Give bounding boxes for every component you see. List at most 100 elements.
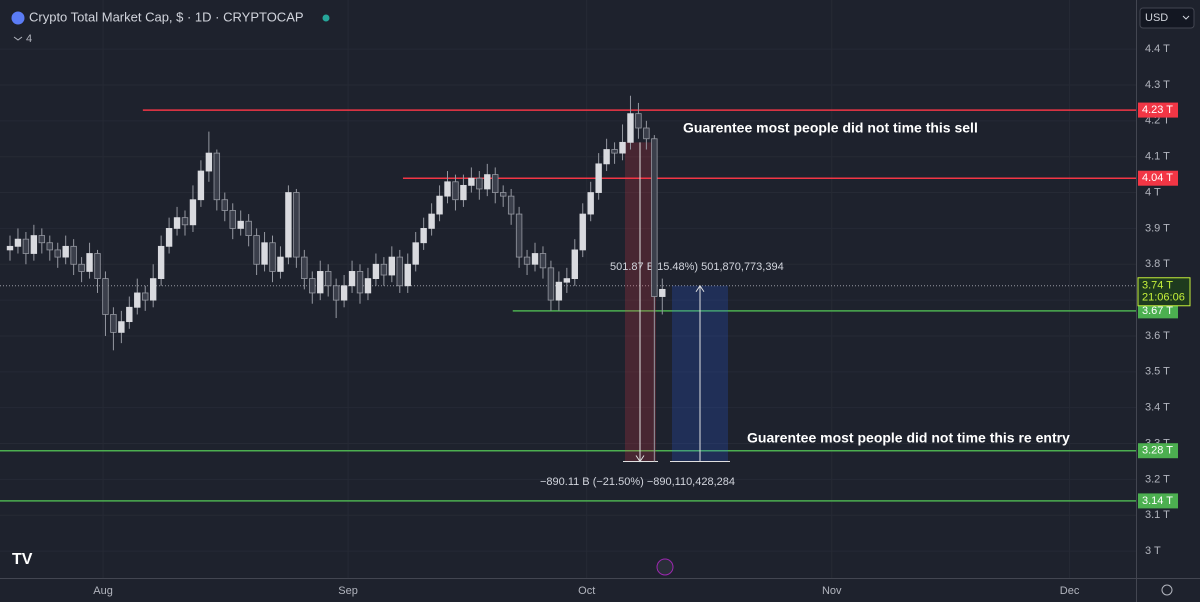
candle-body bbox=[468, 177, 475, 186]
measure-label: 501.87 B 15.48%) 501,870,773,394 bbox=[610, 261, 784, 273]
level-tag bbox=[1138, 102, 1178, 118]
levels bbox=[0, 109, 1136, 502]
candle-body bbox=[484, 174, 491, 190]
candle-body bbox=[579, 213, 586, 251]
indicator-count[interactable]: 4 bbox=[26, 33, 32, 45]
settings-icon[interactable] bbox=[1161, 584, 1173, 596]
candle-body bbox=[388, 256, 396, 276]
y-tick-label: 3.1 T bbox=[1145, 509, 1170, 521]
candle-body bbox=[547, 267, 555, 301]
candle-body bbox=[611, 149, 618, 154]
y-tick-label: 4.1 T bbox=[1145, 151, 1170, 163]
candle-body bbox=[237, 220, 244, 229]
candle-body bbox=[396, 256, 403, 287]
candle-body bbox=[404, 263, 411, 287]
candle-body bbox=[659, 288, 666, 297]
currency-label: USD bbox=[1145, 12, 1168, 24]
candle-body bbox=[340, 285, 348, 301]
candle-body bbox=[126, 306, 133, 323]
y-tick-label: 4.2 T bbox=[1145, 115, 1170, 127]
candle-body bbox=[563, 278, 571, 283]
x-tick-label: Nov bbox=[822, 585, 842, 597]
candle-body bbox=[38, 235, 46, 244]
candle-body bbox=[189, 199, 197, 226]
tv-logo: TV bbox=[12, 551, 33, 568]
candle-body bbox=[571, 249, 578, 280]
status-dot bbox=[322, 14, 330, 22]
candle-body bbox=[587, 192, 594, 215]
level-label: 3.28 T bbox=[1142, 445, 1173, 457]
candle-body bbox=[54, 249, 61, 258]
candle-body bbox=[6, 245, 14, 251]
candle-body bbox=[94, 253, 101, 280]
candle-body bbox=[436, 195, 443, 215]
collapse-icon[interactable] bbox=[13, 36, 23, 41]
candle-body bbox=[253, 235, 260, 265]
candle-body bbox=[507, 195, 515, 215]
events-icon[interactable] bbox=[656, 558, 674, 576]
candle-body bbox=[142, 292, 149, 301]
candle-body bbox=[651, 138, 658, 297]
candles bbox=[6, 95, 666, 462]
currency-button[interactable] bbox=[1139, 7, 1195, 29]
current-price-tag bbox=[1137, 277, 1191, 307]
x-tick-label: Oct bbox=[578, 585, 595, 597]
candle-body bbox=[181, 217, 189, 226]
candle-body bbox=[277, 256, 284, 272]
candle-body bbox=[22, 238, 30, 254]
symbol-icon bbox=[11, 11, 25, 25]
candle-body bbox=[643, 127, 650, 140]
candle-body bbox=[70, 245, 77, 265]
candle-body bbox=[293, 192, 300, 258]
candle-body bbox=[78, 263, 85, 272]
candle-body bbox=[197, 170, 205, 201]
candle-body bbox=[245, 220, 252, 236]
candle-body bbox=[118, 321, 125, 333]
y-tick-label: 3.4 T bbox=[1145, 402, 1170, 414]
x-tick-label: Sep bbox=[338, 585, 358, 597]
annotation: Guarentee most people did not time this … bbox=[747, 430, 1070, 446]
candle-body bbox=[261, 242, 268, 265]
level-tag bbox=[1138, 443, 1178, 459]
x-tick-label: Aug bbox=[93, 585, 113, 597]
candle-body bbox=[452, 181, 459, 201]
candle-body bbox=[380, 263, 388, 276]
candle-body bbox=[173, 217, 181, 229]
candle-body bbox=[332, 285, 340, 301]
level-label: 3.67 T bbox=[1142, 305, 1173, 317]
candle-body bbox=[309, 278, 316, 294]
y-tick-label: 3.6 T bbox=[1145, 330, 1170, 342]
candle-body bbox=[213, 152, 221, 201]
candle-body bbox=[372, 263, 380, 280]
candle-body bbox=[635, 113, 642, 129]
y-tick-label: 4.3 T bbox=[1145, 79, 1170, 91]
arrow-head bbox=[695, 284, 705, 293]
candle-body bbox=[205, 152, 213, 172]
candle-body bbox=[348, 271, 356, 287]
candle-body bbox=[110, 314, 117, 333]
y-tick-label: 3.8 T bbox=[1145, 258, 1170, 270]
candle-body bbox=[157, 245, 165, 280]
candle-body bbox=[531, 253, 539, 265]
candle-body bbox=[627, 113, 634, 143]
y-tick-label: 3.2 T bbox=[1145, 473, 1170, 485]
candle-body bbox=[30, 235, 38, 254]
candle-body bbox=[134, 292, 141, 308]
candle-body bbox=[285, 192, 292, 258]
candle-body bbox=[428, 213, 435, 229]
candle-body bbox=[221, 199, 228, 211]
candle-body bbox=[14, 238, 22, 247]
y-tick-label: 4.4 T bbox=[1145, 43, 1170, 55]
candle-body bbox=[324, 271, 332, 287]
annotation: Guarentee most people did not time this … bbox=[683, 120, 978, 136]
y-tick-label: 4 T bbox=[1145, 186, 1161, 198]
level-label: 4.04 T bbox=[1142, 172, 1173, 184]
candle-body bbox=[412, 242, 419, 265]
current-price-label: 3.74 T bbox=[1142, 280, 1173, 292]
candle-body bbox=[515, 213, 523, 258]
measures: −890.11 B (−21.50%) −890,110,428,284 501.… bbox=[540, 142, 784, 488]
measure-label: −890.11 B (−21.50%) −890,110,428,284 bbox=[540, 476, 735, 488]
